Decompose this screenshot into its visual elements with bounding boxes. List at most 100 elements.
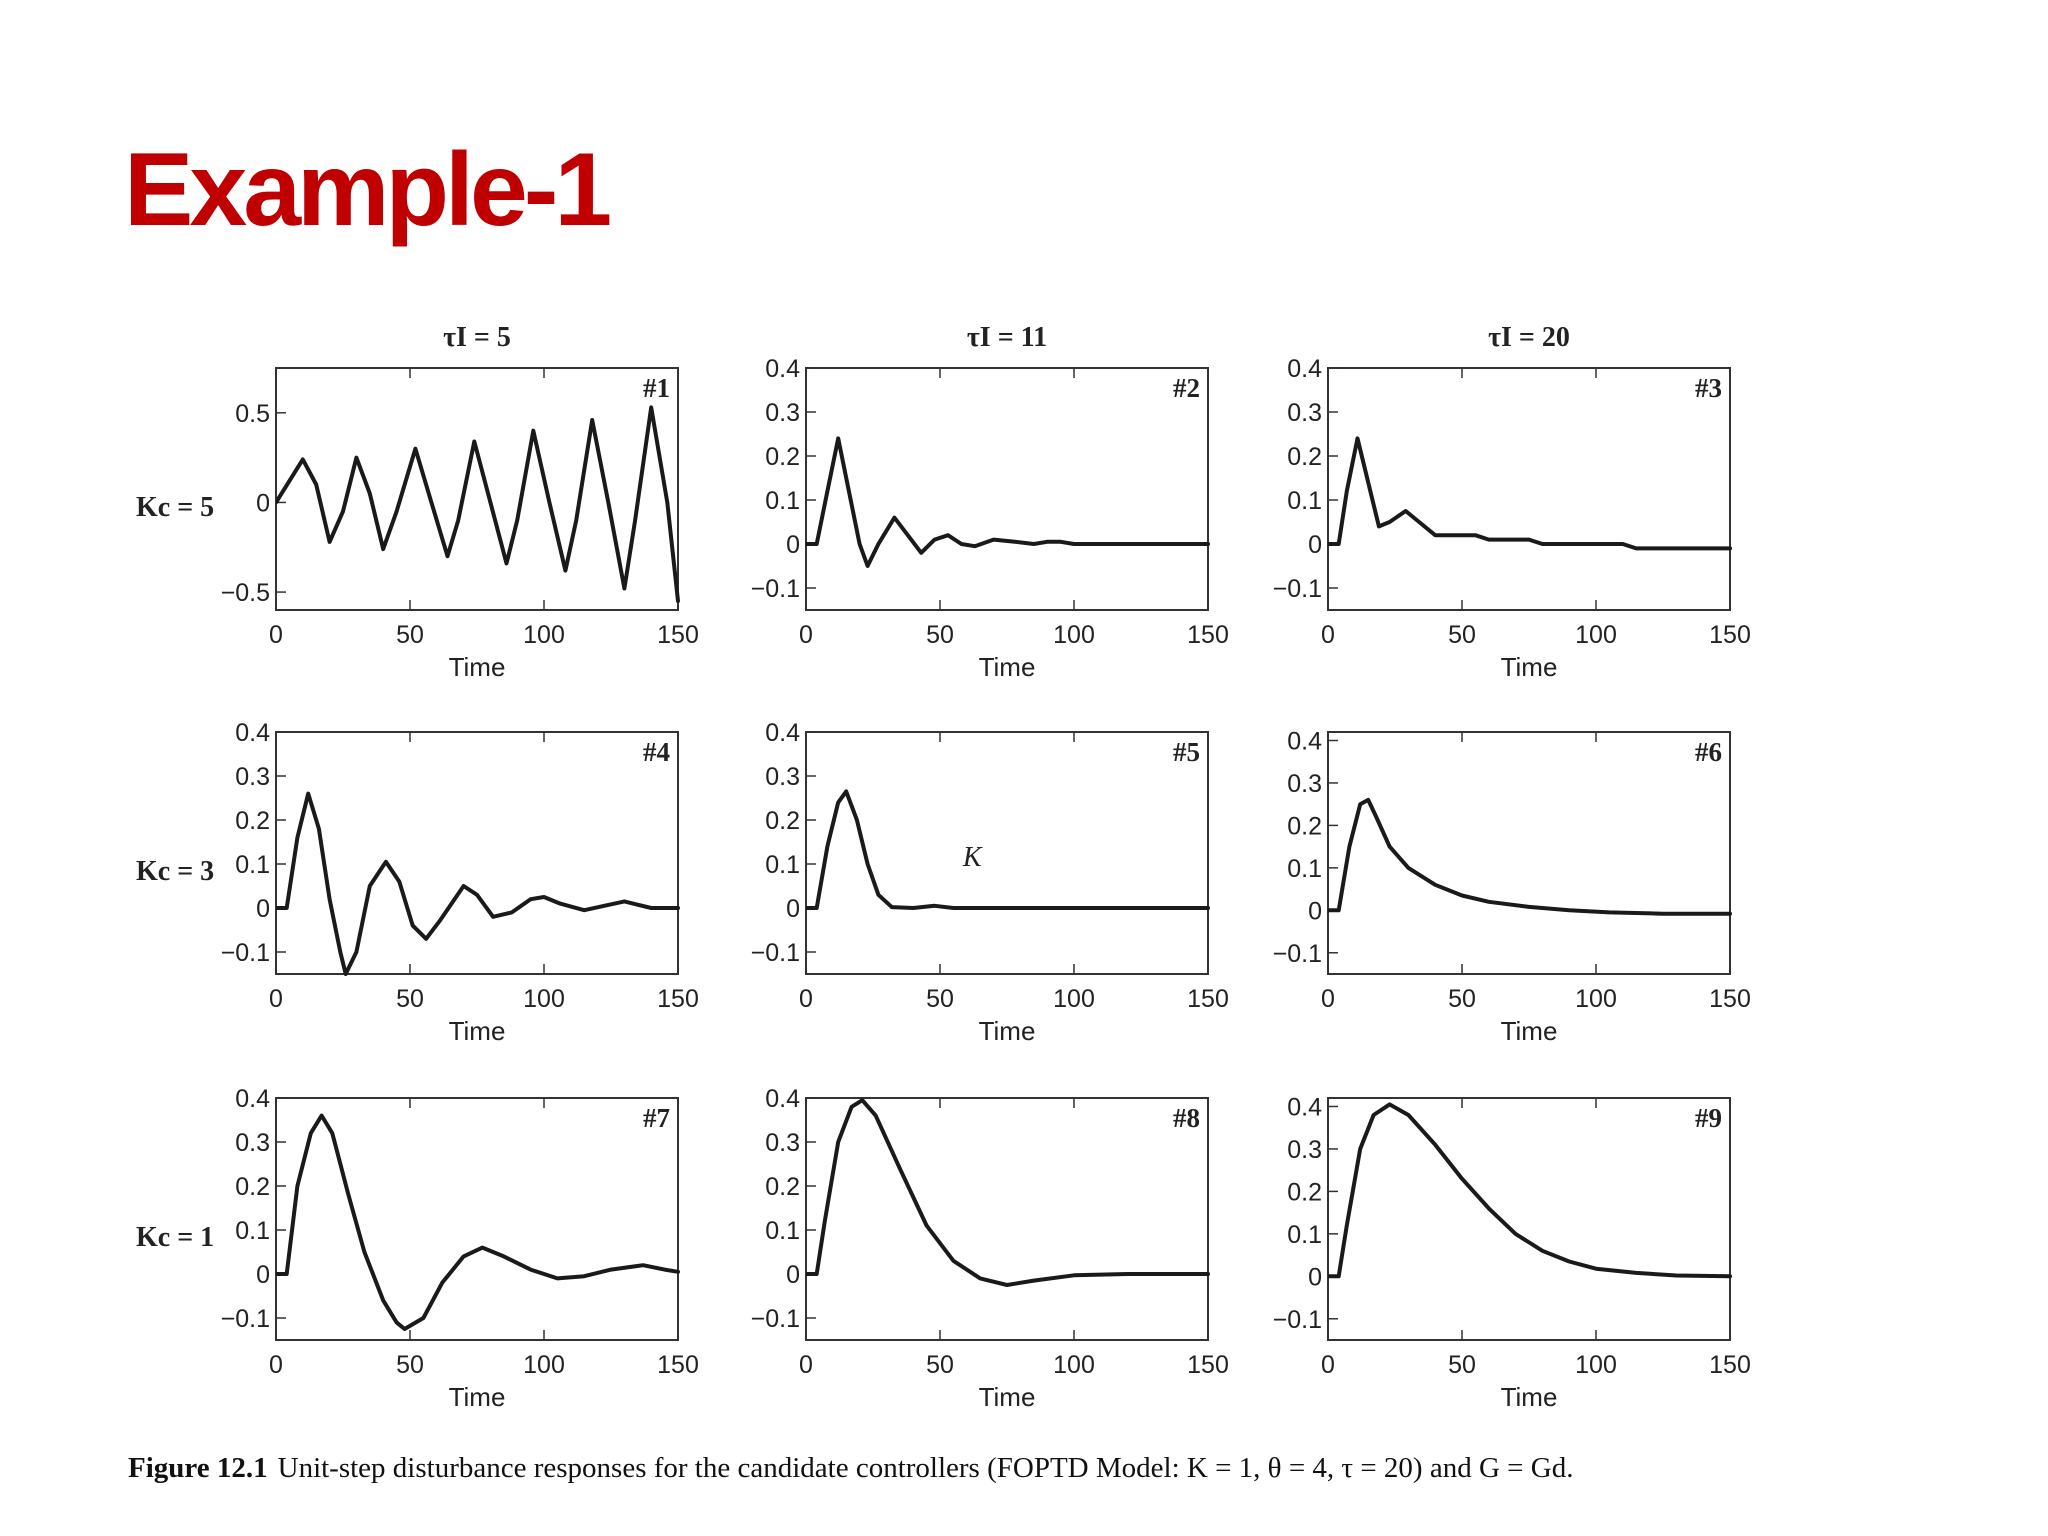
y-tick-label: −0.5	[221, 579, 270, 607]
y-tick-label: −0.1	[221, 939, 270, 967]
y-tick-label: 0.2	[1287, 812, 1322, 840]
x-tick-label: 150	[1709, 985, 1751, 1013]
column-header: τI = 20	[1488, 322, 1570, 353]
x-tick-label: 0	[799, 621, 813, 649]
y-tick-label: 0.2	[765, 443, 800, 471]
y-tick-label: −0.1	[751, 575, 800, 603]
y-tick-label: 0	[1308, 531, 1322, 559]
plot-2: 0 50 100 150 −0.1 0 0.1 0.2 0.3 0.4 Time #2	[751, 355, 1229, 682]
x-tick-label: 50	[926, 621, 954, 649]
x-tick-label: 100	[1575, 621, 1617, 649]
plot-id: #6	[1695, 737, 1722, 767]
plot-id: #1	[643, 373, 670, 403]
plot-frame	[275, 367, 679, 611]
y-tick-label: 0.2	[235, 1173, 270, 1201]
row-header: Kc = 5	[136, 492, 214, 523]
x-axis-title: Time	[1501, 1016, 1558, 1046]
y-tick-label: 0.4	[1287, 355, 1322, 383]
y-tick-label: 0.2	[765, 807, 800, 835]
x-tick-label: 0	[799, 1351, 813, 1379]
y-tick-label: 0.3	[765, 763, 800, 791]
y-tick-label: 0.1	[235, 851, 270, 879]
plot-id: #9	[1695, 1103, 1722, 1133]
x-tick-label: 50	[926, 985, 954, 1013]
x-axis-title: Time	[979, 1382, 1036, 1412]
response-curve	[806, 789, 1210, 910]
y-tick-label: 0.4	[235, 719, 270, 747]
response-curve	[806, 1098, 1210, 1287]
x-tick-label: 150	[1187, 1351, 1229, 1379]
x-tick-label: 0	[269, 1351, 283, 1379]
x-tick-label: 100	[1575, 985, 1617, 1013]
x-axis-title: Time	[449, 1382, 506, 1412]
x-tick-label: 50	[926, 1351, 954, 1379]
y-tick-label: 0.1	[1287, 855, 1322, 883]
plot-id: #7	[643, 1103, 670, 1133]
row-header: Kc = 1	[136, 1222, 214, 1253]
plot-frame	[805, 731, 1209, 975]
x-tick-label: 150	[657, 621, 699, 649]
y-tick-label: 0.3	[765, 1129, 800, 1157]
x-tick-label: 100	[1053, 1351, 1095, 1379]
plot-1: 0 50 100 150 −0.5 0 0.5 Time #1	[221, 367, 699, 682]
plot-7: 0 50 100 150 −0.1 0 0.1 0.2 0.3 0.4 Time #7	[221, 1085, 699, 1412]
x-tick-label: 100	[523, 985, 565, 1013]
y-tick-label: 0.1	[765, 1217, 800, 1245]
row-header: Kc = 3	[136, 856, 214, 887]
x-tick-label: 100	[1053, 621, 1095, 649]
y-tick-label: 0	[1308, 897, 1322, 925]
y-tick-label: 0.1	[235, 1217, 270, 1245]
y-tick-label: 0.4	[1287, 1093, 1322, 1121]
y-tick-label: −0.1	[1273, 575, 1322, 603]
response-curve	[806, 436, 1210, 568]
y-tick-label: 0.1	[765, 851, 800, 879]
x-axis-title: Time	[979, 652, 1036, 682]
x-tick-label: 150	[657, 1351, 699, 1379]
plot-3: 0 50 100 150 −0.1 0 0.1 0.2 0.3 0.4 Time #3	[1273, 355, 1751, 682]
x-axis-title: Time	[979, 1016, 1036, 1046]
x-axis-title: Time	[449, 1016, 506, 1046]
x-tick-label: 0	[799, 985, 813, 1013]
plot-id: #4	[643, 737, 670, 767]
x-tick-label: 0	[269, 985, 283, 1013]
y-tick-label: 0.4	[1287, 727, 1322, 755]
x-tick-label: 100	[523, 621, 565, 649]
y-tick-label: 0.1	[1287, 487, 1322, 515]
plot-9: 0 50 100 150 −0.1 0 0.1 0.2 0.3 0.4 Time #9	[1273, 1093, 1751, 1412]
x-axis-title: Time	[1501, 1382, 1558, 1412]
y-tick-label: 0	[256, 895, 270, 923]
figure-caption: Figure 12.1 Unit-step disturbance respons…	[128, 1452, 1928, 1485]
plot-frame	[275, 731, 679, 975]
y-tick-label: −0.1	[1273, 940, 1322, 968]
x-tick-label: 50	[396, 1351, 424, 1379]
x-tick-label: 0	[269, 621, 283, 649]
y-tick-label: 0	[256, 1261, 270, 1289]
column-header: τI = 11	[967, 322, 1047, 353]
plot-id: #8	[1173, 1103, 1200, 1133]
y-tick-label: 0.3	[235, 1129, 270, 1157]
x-tick-label: 150	[1709, 621, 1751, 649]
x-tick-label: 50	[1448, 621, 1476, 649]
y-tick-label: 0.2	[765, 1173, 800, 1201]
x-tick-label: 150	[1709, 1351, 1751, 1379]
y-tick-label: 0.4	[765, 355, 800, 383]
x-tick-label: 0	[1321, 621, 1335, 649]
y-tick-label: 0.2	[1287, 1178, 1322, 1206]
x-tick-label: 150	[657, 985, 699, 1013]
y-tick-label: 0	[786, 531, 800, 559]
caption-label: Figure 12.1	[128, 1452, 268, 1484]
plot-frame	[275, 1097, 679, 1341]
x-tick-label: 100	[1575, 1351, 1617, 1379]
plot-6: 0 50 100 150 −0.1 0 0.1 0.2 0.3 0.4 Time #6	[1273, 727, 1751, 1046]
x-tick-label: 50	[1448, 1351, 1476, 1379]
response-curve	[276, 791, 680, 976]
x-tick-label: 150	[1187, 621, 1229, 649]
y-tick-label: −0.1	[751, 1305, 800, 1333]
plot-8: 0 50 100 150 −0.1 0 0.1 0.2 0.3 0.4 Time #8	[751, 1085, 1229, 1412]
y-tick-label: −0.1	[221, 1305, 270, 1333]
y-tick-label: 0.2	[235, 807, 270, 835]
y-tick-label: 0	[786, 895, 800, 923]
y-tick-label: 0	[256, 489, 270, 517]
y-tick-label: 0.3	[1287, 1136, 1322, 1164]
y-tick-label: 0.3	[765, 399, 800, 427]
